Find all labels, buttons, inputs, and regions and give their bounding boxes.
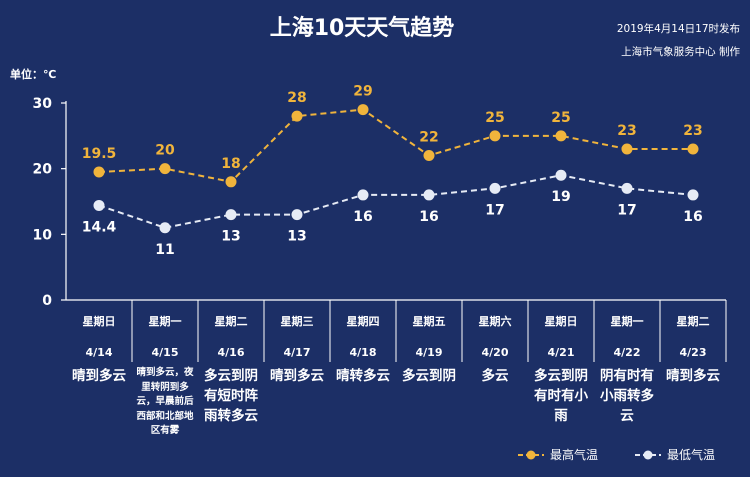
low-temp-label: 11: [155, 242, 174, 258]
legend-marker: [643, 450, 653, 460]
x-weekday-label: 星期一: [149, 314, 182, 328]
high-temp-label: 28: [287, 90, 306, 106]
high-temp-label: 18: [221, 156, 240, 172]
low-temp-point: [489, 182, 501, 194]
x-weekday-label: 星期一: [611, 314, 644, 328]
low-temp-point: [291, 209, 303, 221]
legend-label: 最高气温: [550, 447, 598, 462]
high-temp-label: 25: [485, 110, 504, 126]
low-temp-label: 16: [419, 209, 438, 225]
high-temp-point: [225, 176, 237, 188]
high-temp-point: [621, 143, 633, 155]
low-temp-point: [423, 189, 435, 201]
y-tick-label: 0: [42, 293, 52, 309]
legend: 最高气温 最低气温: [518, 447, 715, 462]
high-temp-point: [93, 166, 105, 178]
high-temp-label: 20: [155, 143, 175, 159]
x-date-label: 4/17: [284, 346, 311, 359]
x-date-label: 4/14: [86, 346, 113, 359]
page-title: 上海10天天气趋势: [270, 15, 455, 41]
x-weekday-label: 星期三: [281, 314, 314, 328]
x-date-label: 4/23: [680, 346, 707, 359]
publisher: 上海市气象服务中心 制作: [621, 45, 740, 58]
x-date-label: 4/19: [416, 346, 443, 359]
high-temp-label: 23: [683, 123, 702, 139]
publish-time: 2019年4月14日17时发布: [617, 22, 740, 35]
low-temp-label: 13: [287, 229, 306, 245]
low-temp-label: 17: [617, 202, 636, 218]
high-temp-point: [291, 110, 303, 122]
x-date-label: 4/21: [548, 346, 575, 359]
x-date-label: 4/16: [218, 346, 245, 359]
high-temp-label: 23: [617, 123, 636, 139]
low-temp-point: [93, 199, 105, 211]
x-weekday-label: 星期二: [215, 314, 248, 328]
x-date-label: 4/20: [482, 346, 509, 359]
series-low: [93, 169, 699, 234]
y-axis-label: 单位：℃: [10, 67, 56, 81]
series-lines: [93, 104, 699, 234]
high-temp-point: [159, 163, 171, 175]
x-weekday-label: 星期五: [413, 314, 446, 328]
data-labels: 19.5 20 18 28 29 22 25 25 23 23 14.4 11 13 13 16 16 17 19…: [82, 84, 703, 258]
x-weekday-label: 星期日: [83, 314, 116, 328]
low-temp-point: [687, 189, 699, 201]
low-temp-line: [98, 174, 694, 229]
weather-description: 晴到多云: [72, 368, 126, 384]
legend-label: 最低气温: [667, 447, 715, 462]
series-high: [93, 104, 699, 188]
high-temp-label: 25: [551, 110, 570, 126]
x-date-label: 4/15: [152, 346, 179, 359]
low-temp-label: 16: [683, 209, 702, 225]
high-temp-label: 19.5: [82, 146, 117, 162]
legend-item-high: 最高气温: [518, 447, 598, 462]
x-date-label: 4/18: [350, 346, 377, 359]
x-weekday-label: 星期二: [677, 314, 710, 328]
weather-description: 多云到阴有短时阵雨转多云: [204, 368, 258, 424]
high-temp-label: 22: [419, 130, 438, 146]
low-temp-label: 19: [551, 189, 570, 205]
low-temp-label: 17: [485, 202, 504, 218]
high-temp-label: 29: [353, 84, 372, 100]
low-temp-point: [357, 189, 369, 201]
x-axis-categories: 星期日 4/14 星期一 4/15 星期二 4/16 星期三 4/17 星期四 4/18 星期五 4/…: [83, 300, 727, 362]
high-temp-point: [555, 130, 567, 142]
low-temp-point: [555, 169, 567, 181]
low-temp-point: [621, 182, 633, 194]
weather-description: 晴到多云，夜里转阴到多云，早晨前后西部和北部地区有雾: [136, 367, 194, 436]
high-temp-point: [357, 104, 369, 116]
y-tick-label: 30: [33, 96, 53, 112]
low-temp-point: [225, 209, 237, 221]
y-tick-label: 20: [33, 162, 53, 178]
x-date-label: 4/22: [614, 346, 641, 359]
low-temp-label: 16: [353, 209, 372, 225]
weather-description: 阴有时有小雨转多云: [600, 368, 654, 424]
legend-item-low: 最低气温: [635, 447, 715, 462]
low-temp-point: [159, 222, 171, 234]
weather-description: 多云: [481, 368, 509, 384]
weather-description: 多云到阴: [402, 368, 456, 384]
high-temp-point: [489, 130, 501, 142]
x-weekday-label: 星期四: [347, 314, 380, 328]
x-weekday-label: 星期日: [545, 314, 578, 328]
x-weekday-label: 星期六: [479, 314, 512, 328]
weather-description: 晴到多云: [270, 368, 324, 384]
high-temp-line: [98, 108, 693, 183]
axes: 0 10 20 30: [33, 96, 726, 309]
weather-description: 多云到阴有时有小雨: [534, 368, 588, 424]
y-tick-label: 10: [33, 227, 53, 243]
low-temp-label: 14.4: [82, 219, 117, 235]
legend-marker: [526, 450, 536, 460]
weather-description: 晴到多云: [666, 368, 720, 384]
weather-description: 晴转多云: [336, 368, 390, 384]
low-temp-label: 13: [221, 229, 240, 245]
high-temp-point: [423, 150, 435, 162]
high-temp-point: [687, 143, 699, 155]
